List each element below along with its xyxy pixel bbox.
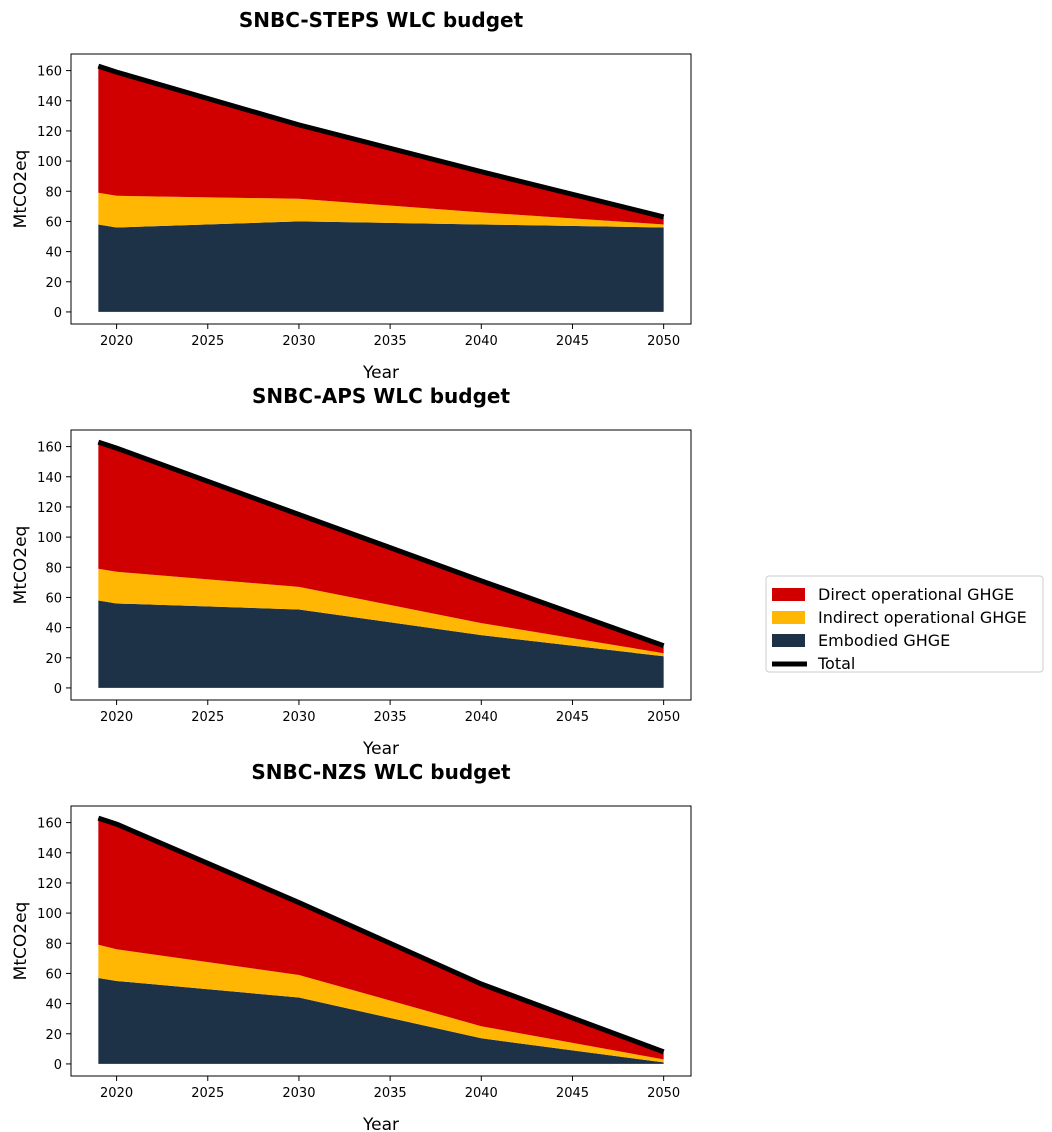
x-tick-label: 2035 (374, 1086, 407, 1101)
area-indirect-operational-ghge (98, 944, 664, 1063)
line-total (97, 63, 665, 220)
x-tick-label: 2050 (647, 1086, 680, 1101)
y-tick-label: 100 (37, 531, 62, 546)
legend-item-indirect-operational-ghge: Indirect operational GHGE (772, 608, 1027, 627)
y-tick-label: 100 (37, 907, 62, 922)
legend-label: Direct operational GHGE (818, 585, 1014, 604)
y-tick-label: 120 (37, 501, 62, 516)
y-tick-label: 140 (37, 95, 62, 110)
y-tick-label: 80 (45, 185, 62, 200)
x-tick-label: 2025 (191, 1086, 224, 1101)
x-axis-label: Year (362, 739, 399, 759)
x-tick-label: 2040 (465, 1086, 498, 1101)
area-indirect-operational-ghge (98, 568, 664, 657)
line-total (97, 815, 665, 1055)
y-tick-label: 140 (37, 471, 62, 486)
axes-frame (70, 429, 692, 701)
y-tick-label: 0 (54, 306, 62, 321)
y-tick-label: 60 (45, 967, 62, 982)
x-tick-label: 2025 (191, 334, 224, 349)
x-tick-label: 2045 (556, 334, 589, 349)
legend-label: Indirect operational GHGE (818, 608, 1027, 627)
y-tick-label: 20 (45, 276, 62, 291)
y-tick-label: 0 (54, 1058, 62, 1073)
area-embodied-ghge (98, 977, 664, 1064)
area-indirect-operational-ghge (98, 192, 664, 228)
x-tick-label: 2025 (191, 710, 224, 725)
y-tick-label: 120 (37, 125, 62, 140)
chart-title: SNBC-APS WLC budget (252, 384, 511, 408)
y-tick-label: 140 (37, 847, 62, 862)
x-axis-label: Year (362, 363, 399, 383)
legend-item-embodied-ghge: Embodied GHGE (772, 631, 950, 650)
y-tick-label: 160 (37, 441, 62, 456)
x-tick-label: 2030 (282, 334, 315, 349)
y-tick-label: 20 (45, 652, 62, 667)
y-tick-label: 40 (45, 246, 62, 261)
x-tick-label: 2040 (465, 334, 498, 349)
legend-label: Total (817, 654, 855, 673)
y-tick-label: 40 (45, 622, 62, 637)
legend: Direct operational GHGE Indirect operatio… (765, 575, 1044, 673)
axes-frame (70, 53, 692, 325)
x-tick-label: 2050 (647, 710, 680, 725)
x-tick-label: 2020 (100, 334, 133, 349)
area-embodied-ghge (98, 221, 664, 312)
y-axis-label: MtCO2eq (11, 902, 31, 981)
x-tick-label: 2030 (282, 710, 315, 725)
x-tick-label: 2045 (556, 1086, 589, 1101)
legend-box (765, 575, 1044, 673)
x-tick-label: 2020 (100, 710, 133, 725)
y-axis-label: MtCO2eq (11, 150, 31, 229)
axes-frame (70, 805, 692, 1077)
y-axis-label: MtCO2eq (11, 526, 31, 605)
x-tick-label: 2050 (647, 334, 680, 349)
area-embodied-ghge (98, 600, 664, 688)
y-tick-label: 60 (45, 591, 62, 606)
y-tick-label: 0 (54, 682, 62, 697)
legend-item-direct-operational-ghge: Direct operational GHGE (772, 585, 1014, 604)
chart-title: SNBC-NZS WLC budget (251, 760, 511, 784)
y-tick-label: 20 (45, 1028, 62, 1043)
y-tick-label: 160 (37, 817, 62, 832)
legend-swatch (772, 634, 805, 647)
x-tick-label: 2035 (374, 334, 407, 349)
y-tick-label: 60 (45, 215, 62, 230)
x-axis-label: Year (362, 1115, 399, 1132)
y-tick-label: 80 (45, 561, 62, 576)
x-tick-label: 2020 (100, 1086, 133, 1101)
legend-swatch (772, 588, 805, 601)
x-tick-label: 2045 (556, 710, 589, 725)
x-tick-label: 2040 (465, 710, 498, 725)
y-tick-label: 80 (45, 937, 62, 952)
legend-label: Embodied GHGE (818, 631, 950, 650)
area-direct-operational-ghge (98, 66, 664, 225)
legend-swatch (772, 611, 805, 624)
y-tick-label: 120 (37, 877, 62, 892)
x-tick-label: 2030 (282, 1086, 315, 1101)
line-total (97, 439, 665, 649)
chart-title: SNBC-STEPS WLC budget (239, 8, 524, 32)
x-tick-label: 2035 (374, 710, 407, 725)
legend-item-total: Total (772, 654, 855, 673)
y-tick-label: 40 (45, 998, 62, 1013)
y-tick-label: 100 (37, 155, 62, 170)
y-tick-label: 160 (37, 65, 62, 80)
